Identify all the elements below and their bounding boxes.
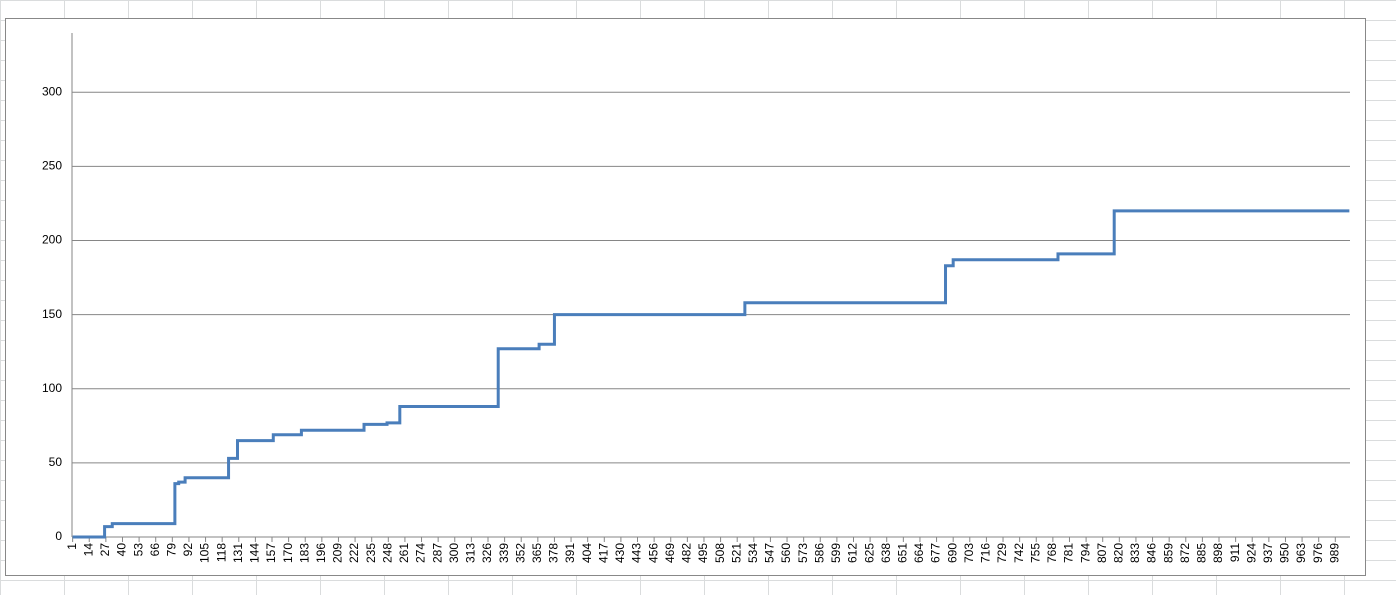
x-tick-label: 716 — [979, 543, 993, 563]
chart-area — [5, 18, 1366, 576]
x-tick-label: 196 — [314, 543, 328, 563]
y-tick-label: 50 — [49, 455, 63, 469]
x-tick-label: 14 — [81, 543, 95, 557]
line — [72, 209, 1350, 539]
x-tick-label: 417 — [596, 543, 610, 563]
x-tick-label: 937 — [1261, 543, 1275, 563]
x-tick-label: 66 — [148, 543, 162, 557]
x-tick-label: 352 — [513, 543, 527, 563]
x-tick-label: 833 — [1128, 543, 1142, 563]
x-tick-label: 807 — [1095, 543, 1109, 563]
x-tick-label: 248 — [380, 543, 394, 563]
x-tick-label: 638 — [879, 543, 893, 563]
x-tick-label: 131 — [231, 543, 245, 563]
x-tick-label: 222 — [347, 543, 361, 563]
x-tick-label: 859 — [1161, 543, 1175, 563]
x-tick-label: 703 — [962, 543, 976, 563]
x-tick-label: 27 — [98, 543, 112, 557]
x-tick-label: 521 — [729, 543, 743, 563]
x-tick-label: 534 — [746, 543, 760, 563]
x-tick-label: 547 — [763, 543, 777, 563]
x-tick-label: 781 — [1062, 543, 1076, 563]
x-tick-label: 950 — [1278, 543, 1292, 563]
y-tick-label: 0 — [55, 529, 62, 543]
x-tick-label: 118 — [214, 543, 228, 562]
y-tick-label: 150 — [42, 307, 62, 321]
x-tick-label: 885 — [1195, 543, 1209, 563]
x-tick-label: 586 — [812, 543, 826, 563]
x-tick-label: 482 — [680, 543, 694, 563]
x-tick-label: 924 — [1244, 543, 1258, 563]
x-tick-label: 157 — [264, 543, 278, 563]
x-tick-label: 313 — [464, 543, 478, 563]
x-tick-label: 144 — [248, 543, 262, 563]
y-tick-label: 200 — [42, 233, 62, 247]
x-tick-label: 274 — [414, 543, 428, 563]
x-tick-label: 911 — [1228, 543, 1242, 562]
x-tick-label: 989 — [1327, 543, 1341, 563]
x-tick-label: 1 — [65, 543, 79, 550]
x-tick-label: 404 — [580, 543, 594, 563]
x-tick-label: 560 — [779, 543, 793, 563]
x-tick-label: 339 — [497, 543, 511, 563]
x-tick-label: 976 — [1311, 543, 1325, 563]
x-tick-label: 456 — [646, 543, 660, 563]
x-tick-label: 53 — [131, 543, 145, 557]
x-tick-label: 235 — [364, 543, 378, 563]
x-tick-label: 40 — [115, 543, 129, 557]
x-tick-label: 742 — [1012, 543, 1026, 563]
x-tick-label: 469 — [663, 543, 677, 563]
x-tick-label: 261 — [397, 543, 411, 563]
x-tick-label: 430 — [613, 543, 627, 563]
x-tick-label: 92 — [181, 543, 195, 557]
x-tick-label: 794 — [1078, 543, 1092, 563]
x-tick-label: 326 — [480, 543, 494, 563]
x-tick-label: 79 — [164, 543, 178, 557]
x-tick-label: 651 — [896, 543, 910, 563]
x-tick-label: 287 — [430, 543, 444, 563]
x-tick-label: 820 — [1111, 543, 1125, 563]
y-tick-label: 300 — [42, 84, 62, 98]
x-tick-label: 612 — [846, 543, 860, 563]
x-tick-label: 898 — [1211, 543, 1225, 563]
x-tick-label: 300 — [447, 543, 461, 563]
x-tick-label: 846 — [1145, 543, 1159, 563]
x-tick-label: 729 — [995, 543, 1009, 563]
x-tick-label: 105 — [198, 543, 212, 563]
x-tick-label: 768 — [1045, 543, 1059, 563]
x-tick-label: 495 — [696, 543, 710, 563]
x-tick-label: 378 — [547, 543, 561, 563]
x-tick-label: 573 — [796, 543, 810, 563]
x-tick-label: 599 — [829, 543, 843, 563]
x-tick-label: 183 — [297, 543, 311, 563]
x-tick-label: 508 — [713, 543, 727, 563]
x-tick-label: 963 — [1294, 543, 1308, 563]
x-tick-label: 690 — [945, 543, 959, 563]
x-tick-label: 209 — [331, 543, 345, 563]
x-tick-label: 872 — [1178, 543, 1192, 563]
y-tick-label: 100 — [42, 381, 62, 395]
x-tick-label: 664 — [912, 543, 926, 563]
x-tick-label: 365 — [530, 543, 544, 563]
x-tick-label: 443 — [630, 543, 644, 563]
x-tick-label: 677 — [929, 543, 943, 563]
y-tick-label: 250 — [42, 159, 62, 173]
x-tick-label: 391 — [563, 543, 577, 563]
x-tick-label: 755 — [1028, 543, 1042, 563]
x-tick-label: 625 — [862, 543, 876, 563]
x-tick-label: 170 — [281, 543, 295, 563]
